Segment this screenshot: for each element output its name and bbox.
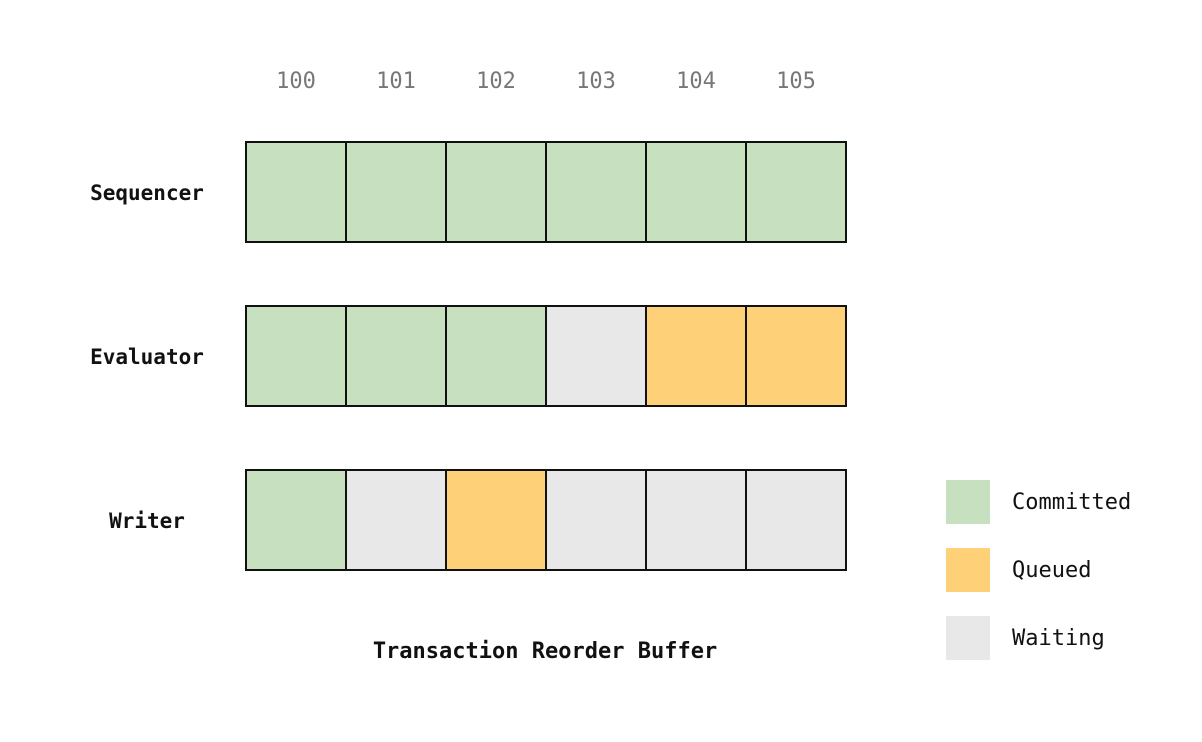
buffer-cell: [345, 469, 447, 571]
legend-swatch: [946, 480, 990, 524]
column-label: 104: [676, 69, 716, 94]
buffer-cell: [245, 469, 347, 571]
column-label: 102: [476, 69, 516, 94]
buffer-cell: [545, 141, 647, 243]
buffer-cell: [445, 469, 547, 571]
legend-swatch: [946, 548, 990, 592]
buffer-cell: [745, 141, 847, 243]
buffer-cell: [245, 141, 347, 243]
legend-label: Queued: [1012, 558, 1091, 583]
buffer-cell: [745, 305, 847, 407]
column-label: 101: [376, 69, 416, 94]
row-label: Sequencer: [90, 181, 204, 205]
legend-label: Committed: [1012, 490, 1131, 515]
buffer-cell: [545, 305, 647, 407]
row-label: Evaluator: [90, 345, 204, 369]
buffer-cell: [745, 469, 847, 571]
column-label: 100: [276, 69, 316, 94]
column-label: 105: [776, 69, 816, 94]
buffer-cell: [645, 141, 747, 243]
buffer-cell: [445, 141, 547, 243]
buffer-cell: [345, 141, 447, 243]
legend-swatch: [946, 616, 990, 660]
caption: Transaction Reorder Buffer: [373, 639, 717, 664]
buffer-cell: [645, 469, 747, 571]
buffer-cell: [345, 305, 447, 407]
column-label: 103: [576, 69, 616, 94]
buffer-cell: [245, 305, 347, 407]
buffer-cell: [645, 305, 747, 407]
legend-label: Waiting: [1012, 626, 1105, 651]
buffer-cell: [545, 469, 647, 571]
buffer-cell: [445, 305, 547, 407]
row-label: Writer: [109, 509, 185, 533]
